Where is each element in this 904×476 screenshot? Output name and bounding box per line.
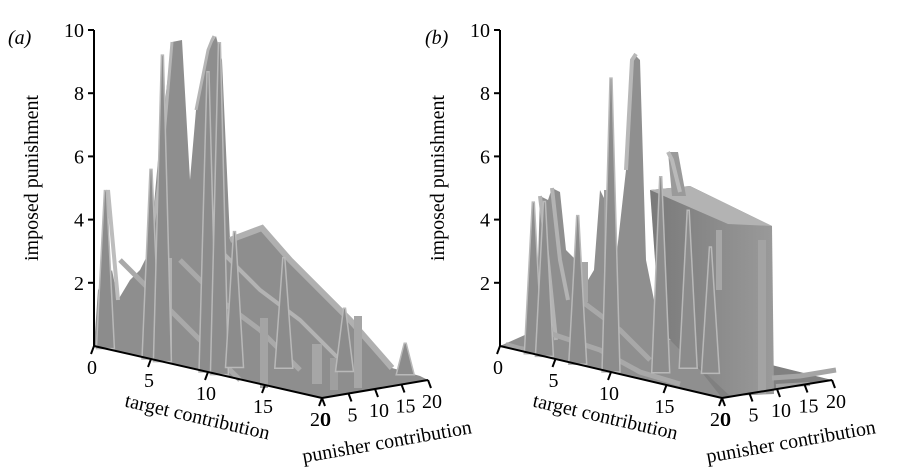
panel-b-y-tick-0	[721, 397, 726, 407]
panel-b-y-tick-label-2: 10	[771, 400, 791, 422]
chart-panel-a: (a) 2 4 6 8 10 0	[8, 20, 473, 468]
panel-a-peak-8	[395, 342, 416, 376]
panel-b-peak-6	[700, 246, 721, 375]
panel-b-label: (b)	[425, 27, 449, 49]
panel-a-y-tick-label-3: 15	[396, 396, 416, 418]
panel-b-peaks	[523, 77, 721, 375]
panel-b-y-tick-label-0: 0	[721, 409, 731, 431]
panel-b-x-tick-3	[662, 384, 668, 394]
panel-b-x-tick-1	[551, 358, 557, 368]
panel-a-x-tick-label-3: 15	[253, 396, 273, 418]
panel-b-z-tick-label-1: 4	[480, 210, 490, 232]
panel-a-z-axis-label: imposed punishment	[21, 95, 43, 262]
panel-b-y-tick-label-3: 15	[799, 396, 819, 418]
panel-a-x-tick-1	[147, 358, 152, 368]
panel-b-peak-5	[678, 209, 698, 369]
panel-a-x-tick-label-4: 20	[310, 409, 330, 431]
panel-a-z-tick-label-3: 8	[74, 83, 84, 105]
panel-a-z-tick-label-2: 6	[74, 146, 84, 168]
panel-a-y-tick-label-2: 10	[369, 400, 389, 422]
panel-a-y-tick-1	[347, 393, 353, 402]
panel-a-z-tick-label-4: 10	[64, 20, 84, 42]
panel-b-y-tick-label-4: 20	[826, 391, 846, 413]
panel-b-x-tick-0	[496, 345, 501, 355]
panel-a-y-tick-label-0: 0	[321, 409, 331, 431]
panel-a-z-tick-label-0: 2	[74, 273, 84, 295]
panel-a-x-tick-label-0: 0	[87, 357, 97, 379]
panel-a-y-tick-label-4: 20	[422, 391, 442, 413]
panel-a-x-tick-3	[261, 384, 266, 394]
panel-a-label: (a)	[8, 27, 32, 49]
panel-b-peak-4	[650, 176, 671, 374]
panel-a-y-tick-4	[427, 379, 432, 389]
panel-b-z-tick-label-2: 6	[480, 146, 490, 168]
panel-a-x-tick-label-2: 10	[196, 383, 216, 405]
panel-b-z-tick-label-0: 2	[480, 273, 490, 295]
panel-a-x-tick-0	[90, 345, 95, 355]
panel-a-y-tick-label-1: 5	[348, 405, 358, 427]
panel-a-x-tick-label-1: 5	[144, 370, 154, 392]
panel-b-x-tick-label-0: 0	[493, 357, 503, 379]
panel-b-x-tick-label-2: 10	[599, 383, 619, 405]
panel-a-y-tick-2	[374, 388, 379, 398]
panel-a-peak-7	[334, 307, 355, 373]
panel-b-x-tick-2	[607, 371, 612, 381]
panel-a-z-tick-label-1: 4	[74, 210, 84, 232]
panel-b-z-axis-label: imposed punishment	[427, 95, 449, 262]
panel-b-y-tick-label-1: 5	[749, 405, 759, 427]
panel-a-peak-5	[224, 230, 245, 369]
chart-panel-b: (b) 2 4 6	[425, 20, 877, 468]
panel-b-y-tick-3	[803, 384, 809, 393]
panel-b-x-tick-label-4: 20	[710, 409, 730, 431]
panel-a-y-tick-0	[321, 397, 326, 407]
panel-b-y-tick-1	[748, 393, 754, 402]
panel-b-y-tick-2	[776, 388, 781, 398]
panel-a-x-tick-2	[204, 371, 209, 381]
panel-b-y-tick-4	[831, 379, 836, 389]
panel-a-y-tick-3	[400, 384, 406, 393]
panel-b-z-tick-label-4: 10	[470, 20, 490, 42]
panel-b-x-tick-label-1: 5	[549, 370, 559, 392]
panel-b-z-tick-label-3: 8	[480, 83, 490, 105]
panel-b-x-tick-label-3: 15	[655, 396, 675, 418]
panel-a-peak-6	[273, 256, 294, 369]
